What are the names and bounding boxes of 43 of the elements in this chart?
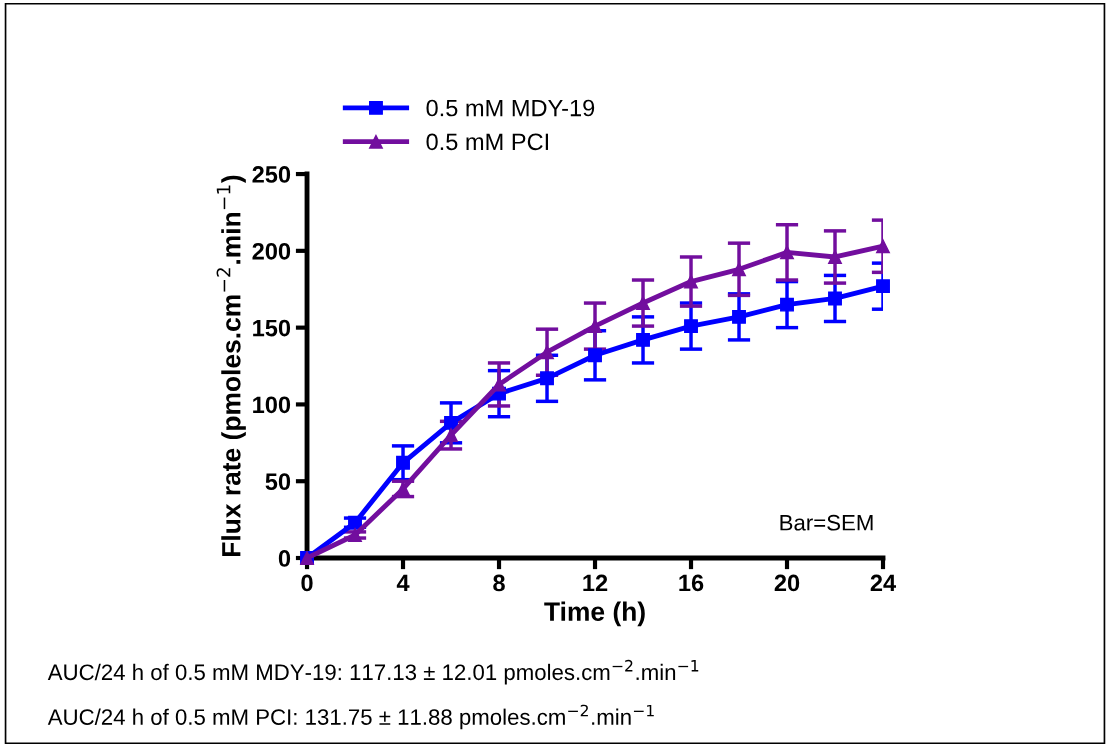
x-axis-title: Time (h) (544, 601, 645, 627)
point (636, 296, 650, 311)
point (732, 262, 746, 277)
point (780, 245, 794, 260)
legend-label: 0.5 mM MDY-19 (426, 99, 595, 117)
point (828, 291, 842, 306)
annotation: Bar=SEM (780, 514, 873, 531)
point (348, 515, 362, 530)
text: AUC/24 h of 0.5 mM MDY-19: 117.13 ± 12.01 pmoles.cm$^{−2}$.min$^{−1}$ (47, 659, 699, 685)
point (684, 274, 698, 289)
point (588, 319, 602, 334)
point (780, 297, 794, 312)
y-tick-label: 250 (252, 166, 291, 183)
point (588, 348, 602, 363)
point (348, 528, 362, 542)
text: AUC/24 h of 0.5 mM PCI: 131.75 ± 11.88 pmoles.cm$^{−2}$.min$^{−1}$ (47, 704, 654, 730)
point (828, 250, 842, 264)
legend-label: 0.5 mM PCI (426, 133, 549, 151)
point (540, 345, 554, 360)
y-tick-label: 50 (265, 473, 291, 491)
y-tick-label: 200 (252, 242, 291, 260)
point (540, 371, 554, 386)
y-axis-title: Flux rate (pmoles.cm$^{−2}$.min$^{−1}$) (216, 175, 246, 556)
x-tick-label: 12 (583, 574, 608, 592)
x-tick-label: 20 (774, 574, 800, 592)
point (444, 415, 458, 430)
y-tick-label: 150 (253, 319, 291, 337)
point (732, 309, 746, 324)
x-tick-label: 8 (493, 574, 505, 592)
x-tick-label: 24 (870, 574, 897, 592)
x-tick-label: 16 (679, 574, 704, 592)
x-tick-label: 0 (301, 574, 313, 592)
y-tick-label: 100 (253, 396, 291, 414)
point (396, 481, 410, 496)
point (876, 279, 890, 294)
y-tick-label: 0 (278, 550, 291, 567)
point (684, 319, 698, 334)
point (636, 332, 650, 347)
point (876, 239, 890, 254)
point (396, 455, 410, 470)
x-tick-label: 4 (396, 574, 410, 592)
point (444, 428, 458, 443)
point (492, 377, 506, 392)
